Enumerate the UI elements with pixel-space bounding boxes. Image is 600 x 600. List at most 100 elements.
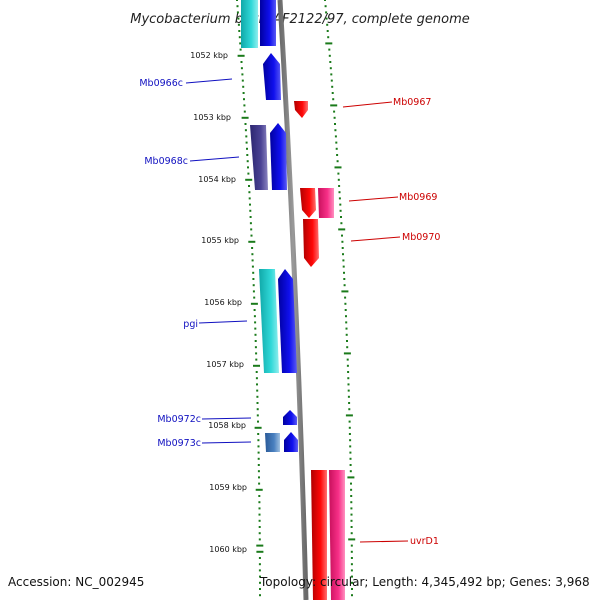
minor-tick (254, 346, 257, 349)
minor-tick (344, 296, 347, 299)
gene-arrow-mb0973c-a[interactable] (265, 433, 280, 452)
minor-tick (338, 197, 341, 200)
minor-tick (238, 30, 241, 32)
gene-arrow-mb0966c[interactable] (263, 53, 281, 100)
minor-tick (330, 73, 333, 76)
minor-tick (259, 594, 261, 597)
minor-tick (257, 445, 260, 448)
gene-arrow-mb0973c[interactable] (284, 432, 298, 452)
tick-label-1053: 1053 kbp (193, 113, 231, 122)
minor-tick (240, 67, 243, 70)
gene-arrow-mb0967[interactable] (294, 101, 308, 118)
minor-tick (251, 247, 254, 249)
gene-arrow[interactable] (260, 0, 276, 46)
minor-tick (257, 433, 260, 435)
minor-tick (348, 420, 351, 423)
gene-leader-lines (185, 78, 409, 543)
minor-tick (258, 538, 261, 541)
minor-tick (341, 247, 344, 249)
gene-label-uvrd1[interactable]: uvrD1 (410, 536, 439, 547)
gene-label-mb0967[interactable]: Mb0967 (393, 97, 431, 108)
gene-arrow-mb0968c[interactable] (250, 125, 268, 190)
gene-arrow-pgi[interactable] (278, 269, 297, 373)
minor-tick (328, 48, 331, 51)
minor-tick (342, 253, 344, 256)
minor-tick (340, 216, 342, 218)
minor-tick (349, 457, 352, 460)
minor-tick (248, 197, 251, 200)
gene-label-mb0972c[interactable]: Mb0972c (157, 414, 201, 425)
minor-tick (350, 544, 353, 547)
minor-tick (243, 104, 246, 107)
minor-tick (256, 408, 259, 411)
minor-tick (258, 519, 261, 522)
minor-tick (335, 141, 338, 144)
minor-tick (325, 17, 328, 20)
gene-arrow-pgi-a[interactable] (259, 269, 279, 373)
minor-tick (238, 36, 241, 39)
major-tick (334, 166, 342, 169)
tick-label-1058: 1058 kbp (208, 421, 246, 430)
minor-tick (346, 358, 349, 361)
minor-tick (258, 495, 261, 497)
minor-tick (250, 228, 253, 231)
minor-tick (253, 309, 256, 311)
minor-tick (242, 92, 245, 94)
minor-tick (243, 110, 246, 113)
gene-label-mb0969[interactable]: Mb0969 (399, 192, 437, 203)
minor-tick (254, 327, 257, 330)
gene-label-mb0968c[interactable]: Mb0968c (144, 156, 188, 167)
tick-label-1059: 1059 kbp (209, 483, 247, 492)
minor-tick (244, 123, 247, 125)
minor-tick (253, 315, 256, 318)
gene-arrow-mb0972c[interactable] (283, 410, 297, 425)
minor-tick (258, 526, 261, 528)
gene-label-mb0973c[interactable]: Mb0973c (157, 438, 201, 449)
major-tick (325, 42, 333, 45)
gene-arrow-uvrd1-b[interactable] (329, 470, 345, 600)
minor-tick (350, 563, 353, 566)
minor-tick (351, 581, 353, 584)
gene-label-mb0970[interactable]: Mb0970 (402, 232, 440, 243)
minor-tick (341, 240, 344, 243)
major-tick (341, 290, 349, 293)
minor-tick (249, 209, 252, 212)
major-tick (343, 352, 351, 355)
minor-tick (350, 532, 353, 535)
major-tick (241, 116, 249, 119)
minor-tick (349, 451, 352, 454)
minor-tick (331, 92, 334, 94)
tick-track-right (324, 0, 356, 597)
minor-tick (337, 172, 340, 175)
minor-tick (340, 222, 343, 225)
gene-arrow[interactable] (241, 0, 258, 48)
minor-tick (345, 333, 348, 336)
gene-label-pgi[interactable]: pgi (183, 319, 198, 330)
minor-tick (258, 476, 260, 479)
gene-arrow-uvrd1[interactable] (311, 470, 327, 600)
minor-tick (324, 0, 326, 1)
minor-tick (332, 98, 335, 101)
gene-arrow-mb0969-b[interactable] (318, 188, 334, 218)
minor-tick (329, 67, 332, 70)
minor-tick (246, 147, 248, 150)
minor-tick (345, 321, 348, 324)
gene-arrow-mb0968c-b[interactable] (270, 123, 287, 190)
minor-tick (347, 383, 350, 386)
minor-tick (350, 513, 353, 516)
minor-tick (350, 482, 352, 485)
minor-tick (257, 451, 260, 454)
gene-arrow-mb0969[interactable] (300, 188, 316, 218)
minor-tick (339, 209, 342, 212)
minor-tick (256, 389, 259, 392)
gene-label-mb0966c[interactable]: Mb0966c (139, 78, 183, 89)
gene-arrow-mb0970[interactable] (303, 219, 319, 267)
minor-tick (257, 439, 260, 442)
minor-tick (251, 253, 254, 256)
minor-tick (336, 160, 339, 163)
minor-tick (259, 575, 261, 578)
minor-tick (236, 0, 238, 1)
minor-tick (344, 302, 347, 305)
minor-tick (258, 482, 261, 485)
